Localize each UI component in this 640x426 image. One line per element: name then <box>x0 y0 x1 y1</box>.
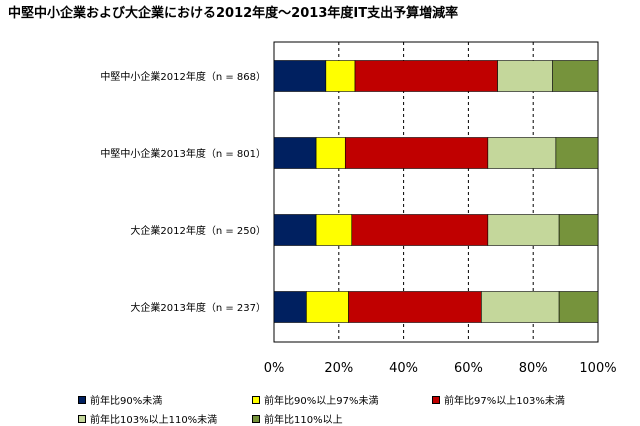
x-tick-label: 100% <box>579 361 616 376</box>
category-label: 大企業2013年度（n = 237） <box>130 301 266 314</box>
bar-segment <box>558 291 599 323</box>
x-tick-label: 0% <box>264 361 285 376</box>
category-label: 中堅中小企業2012年度（n = 868） <box>100 70 266 83</box>
bar-segment <box>481 291 560 323</box>
chart-title: 中堅中小企業および大企業における2012年度～2013年度IT支出予算増減率 <box>8 6 459 21</box>
bar-segment <box>325 60 356 92</box>
bar-segment <box>497 60 553 92</box>
x-tick-label: 40% <box>389 361 418 376</box>
x-tick-label: 20% <box>324 361 353 376</box>
category-label: 中堅中小企業2013年度（n = 801） <box>100 147 266 160</box>
bar-segment <box>273 291 307 323</box>
bar-segment <box>555 137 599 169</box>
bar-segment <box>348 291 482 323</box>
bar-segment <box>315 137 346 169</box>
bar-segment <box>487 137 557 169</box>
bar-segment <box>354 60 498 92</box>
plot-frame <box>273 41 599 343</box>
bar-segment <box>558 214 599 246</box>
bar-segment <box>273 137 317 169</box>
bar-segment <box>344 137 489 169</box>
bar-segment <box>351 214 489 246</box>
category-label: 大企業2012年度（n = 250） <box>130 224 266 237</box>
bar-segment <box>315 214 353 246</box>
bar-segment <box>306 291 349 323</box>
bar-segment <box>487 214 560 246</box>
bar-segment <box>273 60 327 92</box>
bar-segment <box>552 60 599 92</box>
bar-segment <box>273 214 317 246</box>
x-tick-label: 60% <box>454 361 483 376</box>
x-tick-label: 80% <box>519 361 548 376</box>
